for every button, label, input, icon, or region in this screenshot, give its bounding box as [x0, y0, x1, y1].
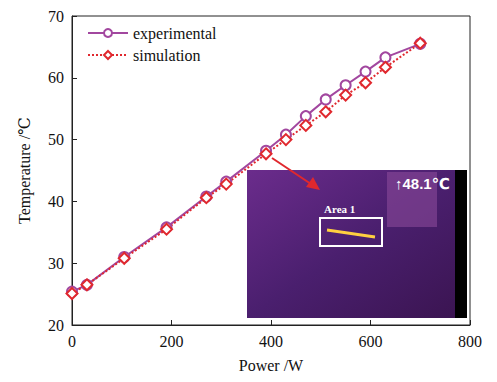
svg-text:400: 400: [259, 333, 283, 350]
svg-text:60: 60: [48, 69, 64, 86]
svg-text:↑48.1℃: ↑48.1℃: [395, 175, 450, 192]
svg-text:Temperature /℃: Temperature /℃: [16, 117, 34, 224]
svg-text:experimental: experimental: [133, 25, 217, 43]
svg-text:Area 1: Area 1: [324, 203, 355, 215]
svg-text:simulation: simulation: [133, 47, 201, 64]
svg-text:40: 40: [48, 193, 64, 210]
svg-text:30: 30: [48, 255, 64, 272]
svg-text:70: 70: [48, 8, 64, 25]
svg-text:800: 800: [458, 333, 482, 350]
svg-text:20: 20: [48, 317, 64, 334]
svg-text:50: 50: [48, 131, 64, 148]
svg-text:Power /W: Power /W: [239, 357, 304, 374]
svg-text:200: 200: [160, 333, 184, 350]
svg-text:600: 600: [359, 333, 383, 350]
svg-text:0: 0: [68, 333, 76, 350]
